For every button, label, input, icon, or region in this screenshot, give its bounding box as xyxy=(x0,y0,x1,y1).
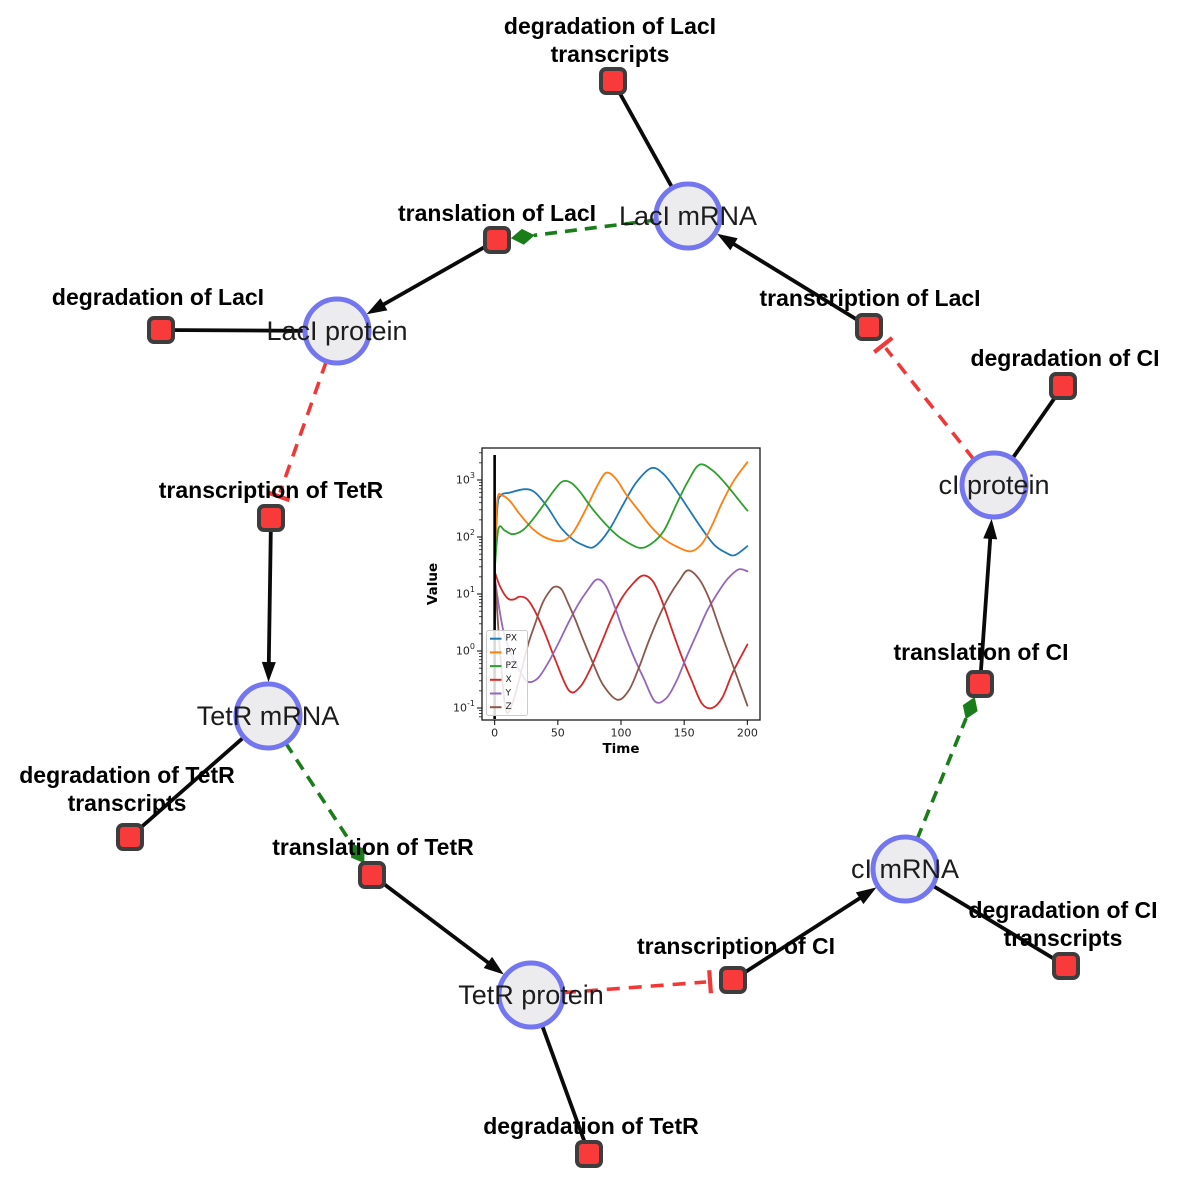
chart-series-PY xyxy=(493,461,749,573)
reaction-label-deg-laci: degradation of LacI xyxy=(52,284,264,310)
edge-modifier-laci-mrna-translation-laci xyxy=(510,218,657,245)
reaction-node-deg-tetr[interactable] xyxy=(575,1140,603,1168)
species-label-tetr-protein: TetR protein xyxy=(458,980,604,1010)
chart-xtick-label: 100 xyxy=(611,727,632,740)
edge-production-tetr-mrna-transcription-tetr xyxy=(261,517,276,683)
reaction-label-deg-ci-tx: transcripts xyxy=(1004,925,1123,951)
reaction-node-deg-ci-tx[interactable] xyxy=(1052,952,1080,980)
species-label-laci-mrna: LacI mRNA xyxy=(619,201,757,231)
legend-label-PZ: PZ xyxy=(506,661,518,671)
species-label-tetr-mrna: TetR mRNA xyxy=(197,701,340,731)
chart-xtick-label: 200 xyxy=(737,727,758,740)
edge-inhibition-ci-protein-transcription-laci xyxy=(872,336,976,462)
edge-consumption-tetr-mrna-deg-tetr-tx xyxy=(128,735,246,839)
arrowhead xyxy=(261,661,276,683)
species-node-tetr-protein[interactable] xyxy=(496,960,566,1030)
reaction-label-deg-ci-tx: degradation of CI xyxy=(968,897,1157,923)
edge-consumption-laci-mrna-deg-laci-tx xyxy=(611,80,675,189)
reaction-label-deg-tetr-tx: transcripts xyxy=(68,790,187,816)
arrowhead xyxy=(366,298,388,315)
chart-legend: PX PY PZ XYZ xyxy=(486,630,528,716)
reaction-label-deg-tetr-tx: degradation of TetR xyxy=(19,762,235,788)
inset-chart: 0 50 100 150 20010310210110010-1TimeValuePXP… xyxy=(425,447,761,757)
legend-label-Z: Z xyxy=(506,702,512,712)
reaction-node-translation-ci[interactable] xyxy=(966,670,994,698)
species-node-tetr-mrna[interactable] xyxy=(233,681,303,751)
arrowhead xyxy=(983,518,998,540)
reaction-label-translation-ci: translation of CI xyxy=(893,639,1068,665)
legend-label-X: X xyxy=(506,675,512,685)
modifier-diamond-icon xyxy=(510,228,535,245)
chart-xlabel: Time xyxy=(602,741,639,757)
chart-ytick-label: 103 xyxy=(456,471,475,487)
edge-consumption-ci-mrna-deg-ci-tx xyxy=(931,883,1067,968)
chart-series-PZ xyxy=(493,463,749,573)
reaction-node-deg-tetr-tx[interactable] xyxy=(116,823,144,851)
chart-ytick-label: 10-1 xyxy=(453,699,475,715)
species-node-laci-mrna[interactable] xyxy=(653,181,723,251)
reaction-label-deg-laci-tx: transcripts xyxy=(551,41,670,67)
species-node-laci-protein[interactable] xyxy=(302,296,372,366)
modifier-diamond-icon xyxy=(351,843,365,864)
chart-xtick-label: 50 xyxy=(551,727,565,740)
arrowhead xyxy=(483,956,504,975)
labels-layer: degradation of LacItranscriptstranslatio… xyxy=(19,13,1159,1139)
reaction-node-translation-laci[interactable] xyxy=(483,226,511,254)
edge-modifier-ci-mrna-translation-ci xyxy=(915,696,978,841)
edges-layer xyxy=(128,80,1067,1155)
arrowhead xyxy=(855,887,877,905)
legend-label-Y: Y xyxy=(505,689,512,699)
edge-production-ci-protein-translation-ci xyxy=(978,518,998,685)
reaction-node-deg-ci[interactable] xyxy=(1049,372,1077,400)
species-label-laci-protein: LacI protein xyxy=(266,316,407,346)
edge-inhibition-tetr-protein-transcription-ci xyxy=(562,970,714,995)
edge-consumption-laci-protein-deg-laci xyxy=(160,328,306,333)
arrowhead xyxy=(716,233,738,251)
reaction-node-deg-laci[interactable] xyxy=(147,316,175,344)
reaction-node-deg-laci-tx[interactable] xyxy=(599,67,627,95)
reaction-node-transcription-ci[interactable] xyxy=(719,966,747,994)
chart-ytick-label: 102 xyxy=(456,528,475,544)
edge-production-ci-mrna-transcription-ci xyxy=(731,887,877,982)
reaction-label-deg-tetr: degradation of TetR xyxy=(483,1113,699,1139)
inhibition-tee-icon xyxy=(707,970,714,994)
reaction-node-translation-tetr[interactable] xyxy=(358,861,386,889)
species-label-ci-protein: cI protein xyxy=(938,470,1049,500)
modifier-diamond-icon xyxy=(962,696,978,720)
chart-ytick-label: 101 xyxy=(456,585,475,601)
edge-consumption-tetr-protein-deg-tetr xyxy=(540,1024,591,1155)
reaction-label-transcription-tetr: transcription of TetR xyxy=(159,477,384,503)
inhibition-tee-icon xyxy=(872,336,894,354)
chart-xtick-label: 0 xyxy=(491,727,498,740)
edge-inhibition-laci-protein-transcription-tetr xyxy=(267,360,329,503)
chart-ylabel: Value xyxy=(425,563,441,605)
chart-xtick-label: 150 xyxy=(674,727,695,740)
legend-label-PY: PY xyxy=(506,647,517,657)
edge-production-tetr-protein-translation-tetr xyxy=(370,873,504,975)
reaction-label-translation-tetr: translation of TetR xyxy=(272,834,474,860)
species-node-ci-mrna[interactable] xyxy=(870,834,940,904)
reaction-label-deg-laci-tx: degradation of LacI xyxy=(504,13,716,39)
chart-background xyxy=(482,448,760,720)
reaction-label-translation-laci: translation of LacI xyxy=(398,200,596,226)
reaction-node-transcription-laci[interactable] xyxy=(855,313,883,341)
legend-label-PX: PX xyxy=(506,634,518,644)
edge-production-laci-protein-translation-laci xyxy=(366,238,498,315)
chart-ytick-label: 100 xyxy=(456,642,475,658)
edge-production-laci-mrna-transcription-laci xyxy=(716,233,870,329)
chart-series-PX xyxy=(493,466,749,578)
reaction-node-transcription-tetr[interactable] xyxy=(257,504,285,532)
species-node-ci-protein[interactable] xyxy=(959,450,1029,520)
reaction-label-transcription-ci: transcription of CI xyxy=(637,933,835,959)
reaction-label-deg-ci: degradation of CI xyxy=(970,345,1159,371)
inhibition-tee-icon xyxy=(267,490,291,503)
edge-modifier-tetr-mrna-translation-tetr xyxy=(284,741,365,864)
reaction-label-transcription-laci: transcription of LacI xyxy=(759,285,980,311)
species-label-ci-mrna: cI mRNA xyxy=(851,854,959,884)
nodes-layer xyxy=(116,67,1080,1168)
